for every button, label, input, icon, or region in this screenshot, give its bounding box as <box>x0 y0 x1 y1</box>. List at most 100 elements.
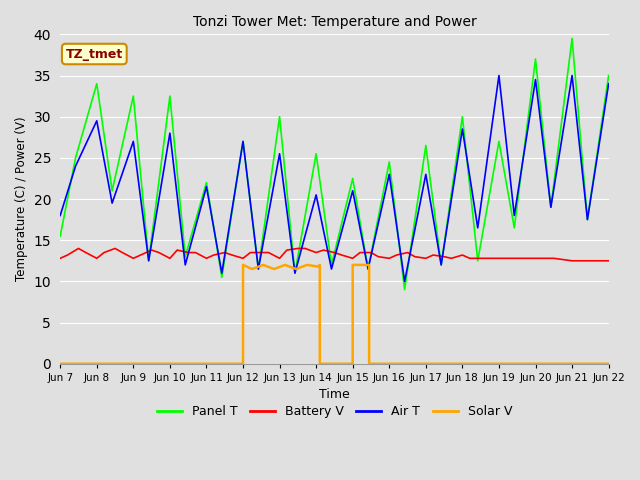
Solar V <box>281 262 289 268</box>
Panel T <box>328 262 335 268</box>
Solar V <box>316 262 324 268</box>
Air T <box>547 204 555 210</box>
Panel T <box>312 151 320 156</box>
Panel T <box>458 114 466 120</box>
Solar V <box>239 262 247 268</box>
Battery V <box>148 247 156 253</box>
Air T <box>474 225 481 231</box>
Panel T <box>239 139 247 144</box>
Panel T <box>532 56 540 62</box>
Panel T <box>422 143 429 148</box>
Battery V <box>56 255 64 261</box>
Battery V <box>605 258 612 264</box>
Solar V <box>349 262 356 268</box>
Panel T <box>255 266 262 272</box>
Panel T <box>584 217 591 223</box>
Line: Solar V: Solar V <box>60 265 609 364</box>
Battery V <box>568 258 576 264</box>
Panel T <box>511 225 518 231</box>
Panel T <box>349 176 356 181</box>
Solar V <box>239 361 247 367</box>
Panel T <box>56 233 64 239</box>
Line: Panel T: Panel T <box>60 38 609 289</box>
Air T <box>422 171 429 177</box>
Panel T <box>401 287 408 292</box>
Air T <box>349 188 356 193</box>
Panel T <box>605 72 612 78</box>
Solar V <box>365 262 373 268</box>
Air T <box>312 192 320 198</box>
Solar V <box>365 361 373 367</box>
Solar V <box>270 266 278 272</box>
Text: TZ_tmet: TZ_tmet <box>66 48 123 60</box>
Battery V <box>331 250 339 255</box>
Solar V <box>56 361 64 367</box>
Air T <box>145 258 152 264</box>
Solar V <box>605 361 612 367</box>
Line: Air T: Air T <box>60 75 609 281</box>
Air T <box>72 163 79 169</box>
Solar V <box>303 262 311 268</box>
Solar V <box>316 361 324 367</box>
Panel T <box>181 254 189 260</box>
Panel T <box>108 188 116 193</box>
Air T <box>218 270 226 276</box>
Battery V <box>393 252 401 258</box>
Air T <box>458 126 466 132</box>
Panel T <box>474 258 481 264</box>
Air T <box>203 184 211 190</box>
Solar V <box>314 264 322 269</box>
Legend: Panel T, Battery V, Air T, Solar V: Panel T, Battery V, Air T, Solar V <box>152 400 517 423</box>
Solar V <box>259 262 267 268</box>
Panel T <box>145 258 152 264</box>
Panel T <box>547 204 555 210</box>
Battery V <box>75 246 83 252</box>
Air T <box>291 270 299 276</box>
Panel T <box>495 139 503 144</box>
Air T <box>56 213 64 218</box>
Air T <box>437 262 445 268</box>
Panel T <box>291 270 299 276</box>
Title: Tonzi Tower Met: Temperature and Power: Tonzi Tower Met: Temperature and Power <box>193 15 476 29</box>
Y-axis label: Temperature (C) / Power (V): Temperature (C) / Power (V) <box>15 117 28 281</box>
Air T <box>385 171 393 177</box>
Air T <box>364 266 372 272</box>
Panel T <box>276 114 284 120</box>
Panel T <box>129 93 137 99</box>
Panel T <box>203 180 211 185</box>
Air T <box>239 139 247 144</box>
Solar V <box>239 361 247 367</box>
Air T <box>276 151 284 156</box>
Panel T <box>364 266 372 272</box>
Air T <box>532 77 540 83</box>
Air T <box>108 200 116 206</box>
Battery V <box>349 255 356 261</box>
Air T <box>568 72 576 78</box>
Battery V <box>356 250 364 255</box>
Air T <box>93 118 100 124</box>
Solar V <box>248 266 256 272</box>
Panel T <box>218 275 226 280</box>
Panel T <box>166 93 173 99</box>
Air T <box>129 139 137 144</box>
Air T <box>605 81 612 86</box>
Air T <box>166 130 173 136</box>
Battery V <box>246 250 254 255</box>
Air T <box>181 262 189 268</box>
Solar V <box>349 361 356 367</box>
Air T <box>255 266 262 272</box>
Panel T <box>93 81 100 86</box>
Panel T <box>437 262 445 268</box>
Panel T <box>72 155 79 161</box>
Air T <box>401 278 408 284</box>
Panel T <box>385 159 393 165</box>
Solar V <box>292 266 300 272</box>
Solar V <box>349 361 356 367</box>
Line: Battery V: Battery V <box>60 249 609 261</box>
Air T <box>328 266 335 272</box>
Air T <box>495 72 503 78</box>
Panel T <box>568 36 576 41</box>
Air T <box>584 217 591 223</box>
Air T <box>511 213 518 218</box>
X-axis label: Time: Time <box>319 388 350 401</box>
